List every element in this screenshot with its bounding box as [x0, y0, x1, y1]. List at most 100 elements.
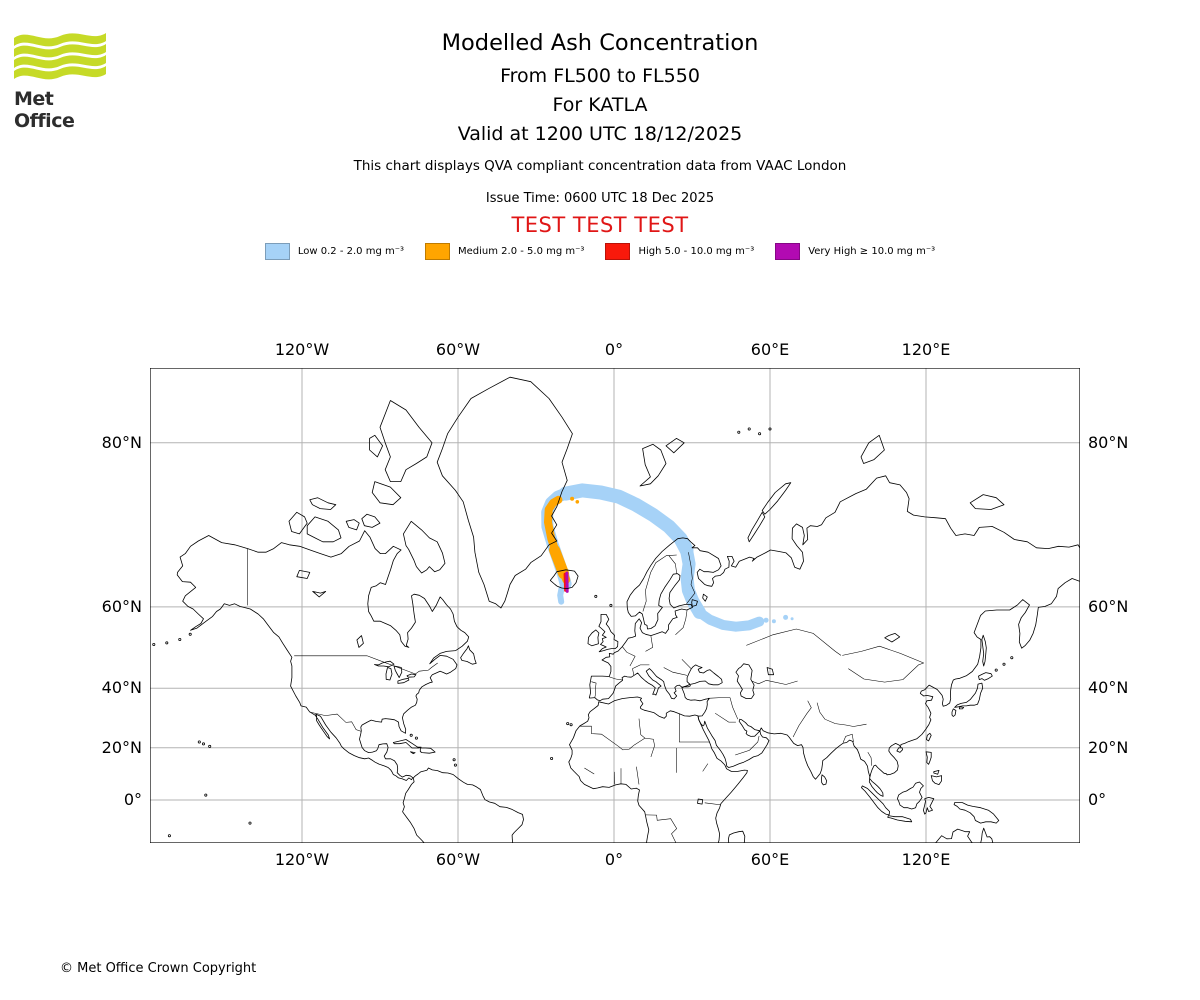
country-border: [707, 697, 730, 699]
coastline-iceland: [549, 569, 579, 589]
x-axis-label-bottom: 120°W: [274, 850, 330, 869]
coastline-jamaica: [409, 751, 416, 755]
country-border: [668, 555, 677, 574]
island-speck: [167, 834, 171, 838]
coastline-newsiberian: [969, 494, 1005, 510]
copyright: © Met Office Crown Copyright: [60, 961, 257, 976]
legend-label: High 5.0 - 10.0 mg m⁻³: [638, 246, 755, 257]
coastline-uk: [598, 614, 619, 653]
coastline-baikal: [884, 633, 901, 643]
ash-band-high: [563, 572, 568, 592]
coastline-eurasia: [588, 475, 1080, 797]
country-border: [679, 713, 710, 743]
coastline-shikoku: [958, 706, 965, 710]
country-border: [642, 554, 677, 612]
country-border: [792, 700, 812, 738]
ash-band-medium: [549, 544, 570, 580]
country-border: [309, 711, 362, 732]
island-speck: [550, 757, 554, 761]
coastline-hainan: [896, 747, 903, 753]
coastline-novaya_n: [761, 482, 792, 515]
island-speck: [165, 641, 169, 645]
coastline-svalbard: [639, 443, 667, 487]
coastline-novaya_s: [747, 511, 766, 543]
island-speck: [409, 733, 413, 737]
legend-label: Very High ≥ 10.0 mg m⁻³: [808, 246, 936, 257]
island-speck: [768, 427, 772, 431]
island-speck: [452, 758, 456, 762]
coastline-devon: [371, 481, 402, 506]
country-border: [704, 802, 721, 806]
country-border: [632, 664, 650, 676]
country-border: [848, 662, 924, 683]
coastline-michigan: [385, 667, 393, 681]
issue-time: Issue Time: 0600 UTC 18 Dec 2025: [485, 191, 715, 206]
country-border: [579, 725, 655, 757]
coastline-java: [887, 815, 913, 823]
ash-dot-low: [790, 617, 794, 621]
coastline-winnipeg: [356, 635, 364, 648]
coastline-gbear: [296, 570, 311, 579]
met-office-logo: Met Office: [14, 26, 110, 132]
x-axis-label-bottom: 0°: [604, 850, 624, 869]
coastline-south_america: [402, 767, 524, 843]
country-border: [702, 763, 709, 772]
country-border: [842, 645, 924, 664]
country-border: [614, 771, 616, 785]
coastline-visayas: [933, 770, 940, 775]
island-speck: [188, 632, 192, 636]
country-border: [366, 655, 438, 675]
y-axis-label-left: 0°: [123, 790, 142, 809]
coastline-onega: [702, 593, 708, 602]
island-speck: [197, 740, 201, 744]
island-speck: [178, 638, 182, 642]
coastline-banks: [288, 511, 308, 535]
island-speck: [594, 594, 598, 598]
island-speck: [569, 723, 573, 727]
coastline-africa: [568, 696, 748, 843]
coastline-greenland: [436, 376, 573, 609]
island-speck: [201, 742, 205, 746]
legend-swatch: [264, 243, 290, 260]
coastline-sri_lanka: [821, 774, 828, 786]
coastline-victoria: [306, 516, 342, 543]
y-axis-label-right: 80°N: [1088, 432, 1129, 452]
coastline-hispaniola: [419, 747, 436, 754]
country-border: [584, 767, 595, 775]
y-axis-label-right: 40°N: [1088, 678, 1129, 698]
legend: Low 0.2 - 2.0 mg m⁻³ Medium 2.0 - 5.0 mg …: [0, 243, 1200, 260]
coastline-axel: [369, 434, 384, 458]
coastline-sulawesi: [923, 797, 935, 815]
coastline-sakhalin: [981, 634, 987, 667]
coastline-aral: [766, 667, 774, 676]
legend-item-low: Low 0.2 - 2.0 mg m⁻³: [264, 243, 404, 260]
coastline-baffin: [402, 520, 446, 574]
ash-band-low: [694, 607, 765, 632]
ash-band-low: [558, 483, 694, 557]
x-axis-label-bottom: 60°W: [435, 850, 481, 869]
y-axis-label-left: 60°N: [101, 596, 142, 616]
title-block: Modelled Ash Concentration From FL500 to…: [0, 30, 1200, 152]
island-speck: [204, 793, 208, 797]
coastline-ladoga: [691, 599, 698, 607]
country-border: [746, 628, 842, 656]
country-border: [609, 676, 623, 681]
volcano-line: For KATLA: [552, 94, 648, 116]
coastline-new_guinea: [953, 802, 1000, 824]
country-border: [686, 552, 696, 604]
island-speck: [453, 763, 457, 767]
country-border: [645, 636, 654, 652]
country-border: [867, 751, 872, 766]
island-speck: [208, 744, 212, 748]
coastline-taiwan: [926, 732, 932, 742]
coastline-kyushu: [951, 708, 957, 717]
coastline-australia_n: [934, 827, 994, 843]
island-speck: [1010, 656, 1014, 660]
ash-band-low: [557, 585, 565, 605]
island-speck: [758, 432, 762, 436]
coastline-huron: [393, 665, 403, 678]
island-speck: [747, 427, 751, 431]
coastline-madagascar_n: [728, 830, 746, 843]
